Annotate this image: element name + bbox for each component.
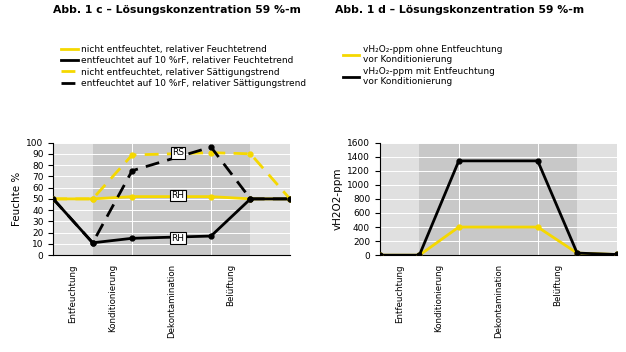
Bar [538, 143, 577, 255]
Y-axis label: vH2O2-ppm: vH2O2-ppm [333, 168, 343, 230]
Legend: nicht entfeuchtet, relativer Feuchtetrend, entfeuchtet auf 10 %rF, relativer Feu: nicht entfeuchtet, relativer Feuchtetren… [58, 42, 310, 92]
Bar [53, 143, 93, 255]
Y-axis label: Feuchte %: Feuchte % [12, 172, 22, 226]
Bar [211, 143, 250, 255]
Bar [250, 143, 290, 255]
Bar [419, 143, 459, 255]
Bar [380, 143, 419, 255]
Text: RS: RS [172, 148, 184, 157]
Bar [577, 143, 617, 255]
Bar [132, 143, 211, 255]
Bar [93, 143, 132, 255]
Text: Entfeuchtung: Entfeuchtung [68, 264, 78, 323]
Text: Entfeuchtung: Entfeuchtung [395, 264, 404, 323]
Text: RH: RH [172, 234, 185, 243]
Text: RH: RH [172, 191, 185, 200]
Legend: vH₂O₂-ppm ohne Entfeuchtung
vor Konditionierung, vH₂O₂-ppm mit Entfeuchtung
vor : vH₂O₂-ppm ohne Entfeuchtung vor Konditio… [339, 42, 506, 90]
Text: Konditionierung: Konditionierung [434, 264, 444, 332]
Text: Belüftung: Belüftung [553, 264, 562, 306]
Text: Dekontamination: Dekontamination [167, 264, 176, 338]
Text: Belüftung: Belüftung [226, 264, 235, 306]
Text: Abb. 1 d – Lösungskonzentration 59 %-m: Abb. 1 d – Lösungskonzentration 59 %-m [335, 5, 584, 15]
Text: Dekontamination: Dekontamination [494, 264, 503, 338]
Text: Konditionierung: Konditionierung [108, 264, 117, 332]
Bar [459, 143, 538, 255]
Text: Abb. 1 c – Lösungskonzentration 59 %-m: Abb. 1 c – Lösungskonzentration 59 %-m [53, 5, 301, 15]
